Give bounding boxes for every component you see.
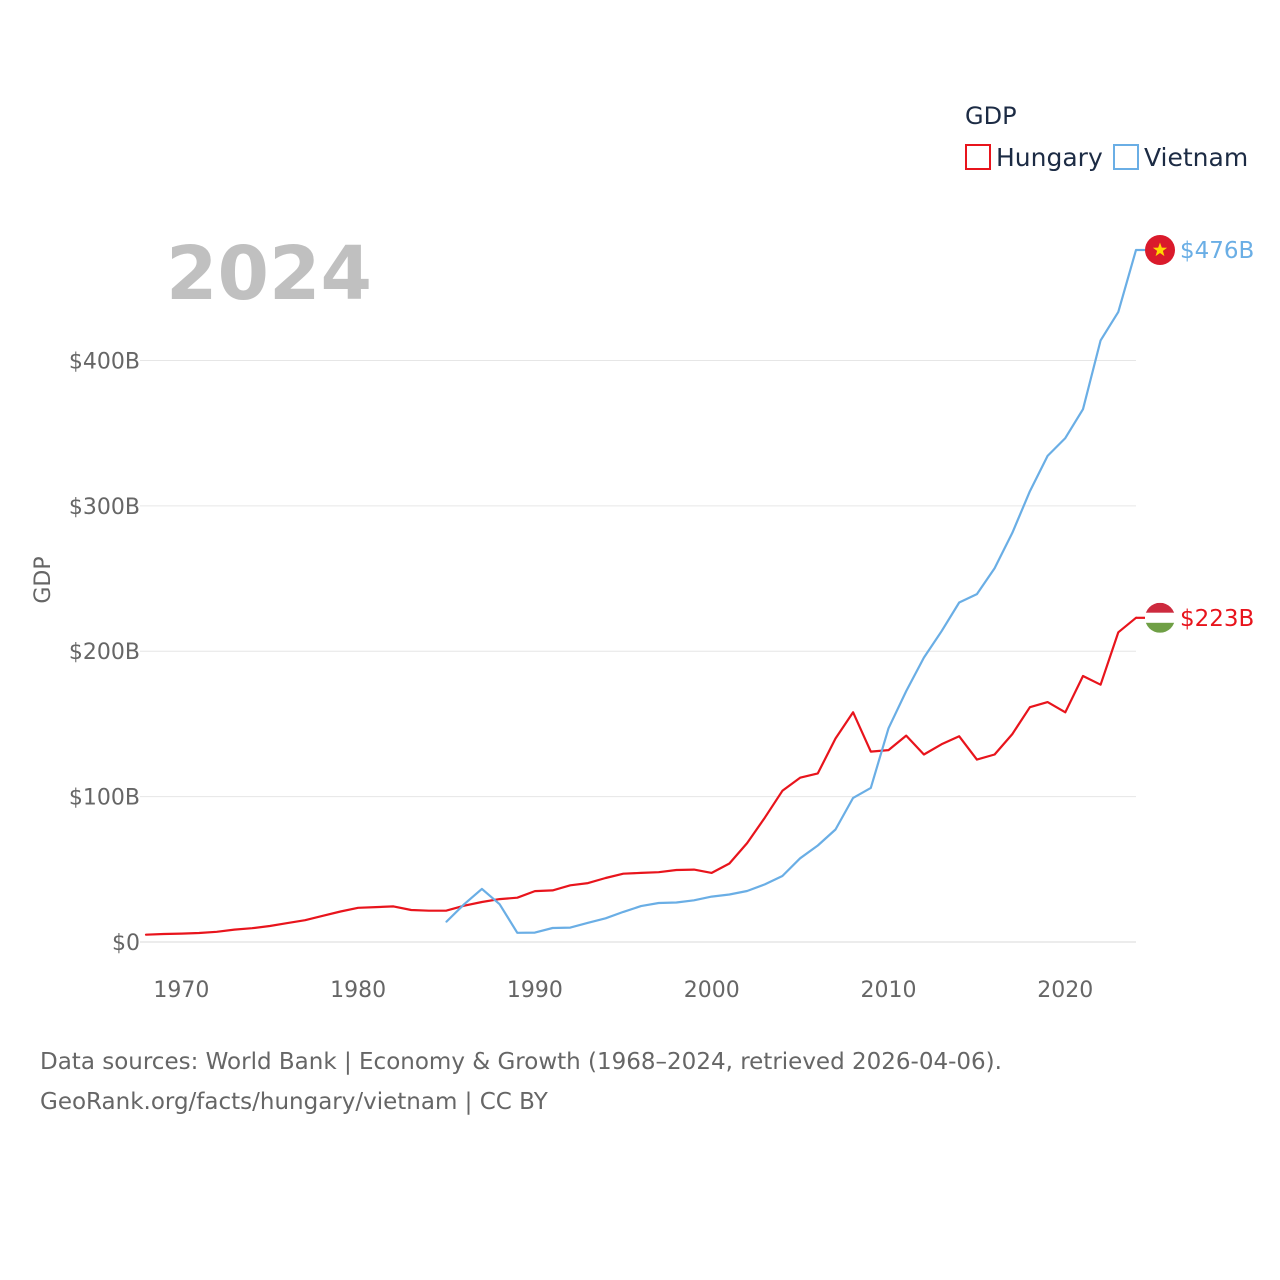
hungary-flag-icon: [1145, 602, 1175, 633]
end-label-vietnam: $476B: [1180, 238, 1254, 264]
legend: GDP Hungary Vietnam: [965, 102, 1248, 172]
series-line-hungary: [144, 616, 1138, 936]
x-tick-label: 2010: [861, 978, 917, 1003]
y-axis-label: GDP: [31, 556, 56, 603]
y-tick-label: $300B: [69, 495, 140, 520]
x-axis-ticks: 1970 1980 1990 2000 2010 2020: [153, 978, 1093, 1003]
series-lines: [144, 248, 1145, 936]
legend-item-vietnam[interactable]: Vietnam: [1113, 143, 1248, 172]
x-tick-label: 1980: [330, 978, 386, 1003]
x-tick-label: 1990: [507, 978, 563, 1003]
year-label: 2024: [166, 231, 372, 317]
end-marker-hungary: $223B: [1145, 602, 1254, 633]
x-tick-label: 2000: [684, 978, 740, 1003]
legend-swatch-hungary: [965, 144, 991, 170]
legend-item-hungary[interactable]: Hungary: [965, 143, 1103, 172]
legend-label-vietnam: Vietnam: [1144, 143, 1248, 172]
gridlines: [140, 359, 1136, 943]
legend-label-hungary: Hungary: [996, 143, 1103, 172]
legend-title: GDP: [965, 102, 1017, 130]
legend-swatch-vietnam: [1113, 144, 1139, 170]
vietnam-flag-icon: [1145, 235, 1175, 265]
y-tick-label: $400B: [69, 349, 140, 374]
y-tick-label: $0: [112, 931, 140, 956]
end-marker-vietnam: $476B: [1145, 235, 1254, 265]
y-tick-label: $100B: [69, 786, 140, 811]
x-tick-label: 1970: [153, 978, 209, 1003]
source-line: Data sources: World Bank | Economy & Gro…: [40, 1049, 1002, 1075]
series-line-vietnam: [445, 248, 1138, 934]
license-line: GeoRank.org/facts/hungary/vietnam | CC B…: [40, 1089, 548, 1115]
source-footer: Data sources: World Bank | Economy & Gro…: [40, 1042, 1240, 1122]
y-axis-ticks: $0 $100B $200B $300B $400B: [69, 349, 140, 956]
x-tick-label: 2020: [1037, 978, 1093, 1003]
y-tick-label: $200B: [69, 640, 140, 665]
end-label-hungary: $223B: [1180, 606, 1254, 632]
